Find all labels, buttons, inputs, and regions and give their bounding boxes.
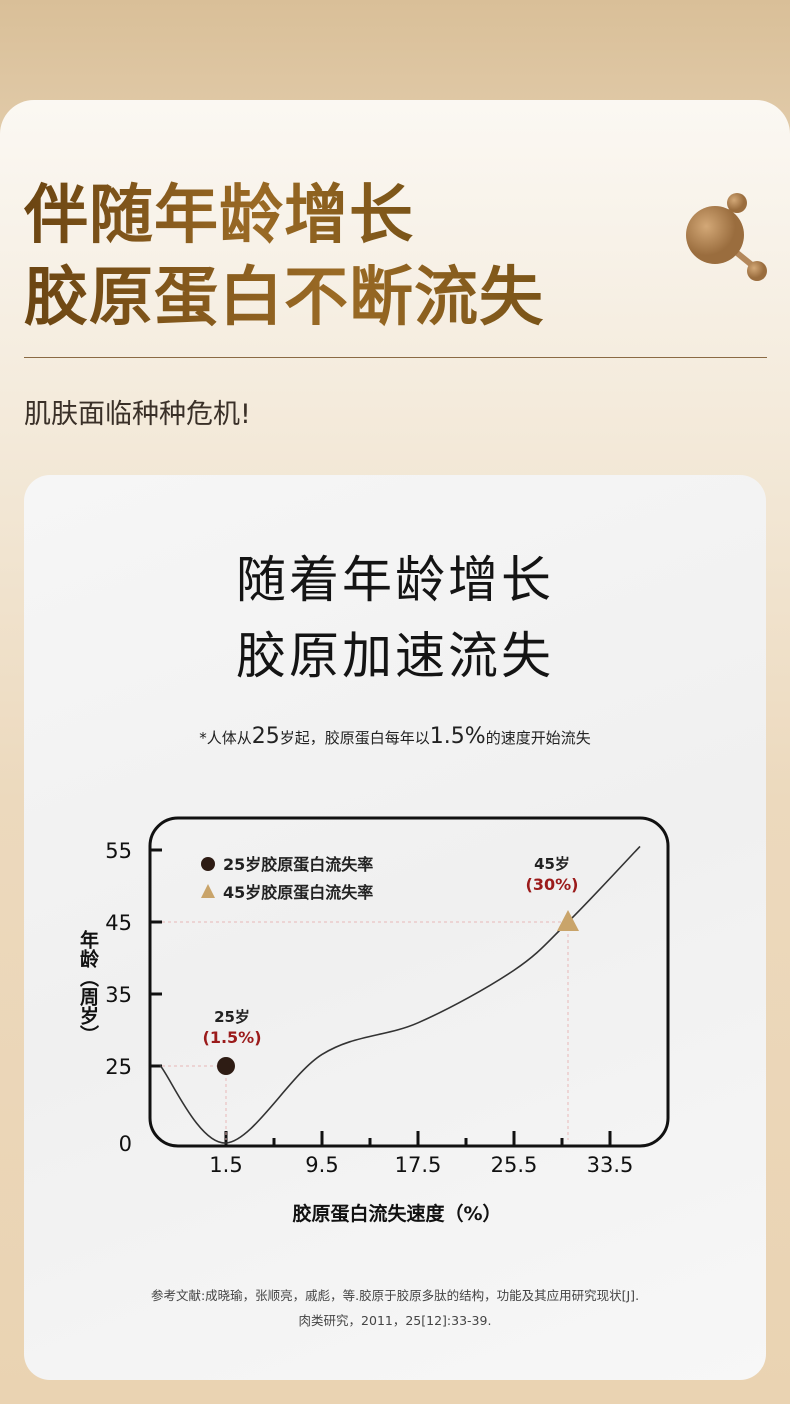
card-heading-line2: 胶原加速流失 [236, 627, 554, 685]
card-heading-line1: 随着年龄增长 [236, 551, 554, 609]
subtitle: 肌肤面临种种危机! [24, 399, 251, 430]
note-suffix: 的速度开始流失 [485, 729, 591, 747]
note: *人体从25岁起，胶原蛋白每年以1.5%的速度开始流失 [0, 724, 790, 749]
page-title-line2: 胶原蛋白不断流失 [24, 258, 544, 338]
divider [24, 357, 767, 358]
note-mid: 岁起，胶原蛋白每年以 [279, 729, 430, 747]
note-rate: 1.5% [429, 724, 486, 749]
molecule-icon [686, 193, 767, 281]
page-title-line1: 伴随年龄增长 [24, 176, 414, 256]
note-prefix: *人体从 [199, 729, 252, 747]
note-age: 25 [251, 724, 280, 749]
reference-line1: 参考文献:成晓瑜，张顺亮，戚彪，等.胶原于胶原多肽的结构，功能及其应用研究现状[… [150, 1288, 640, 1303]
reference-line2: 肉类研究，2011，25[12]:33-39. [298, 1313, 492, 1328]
